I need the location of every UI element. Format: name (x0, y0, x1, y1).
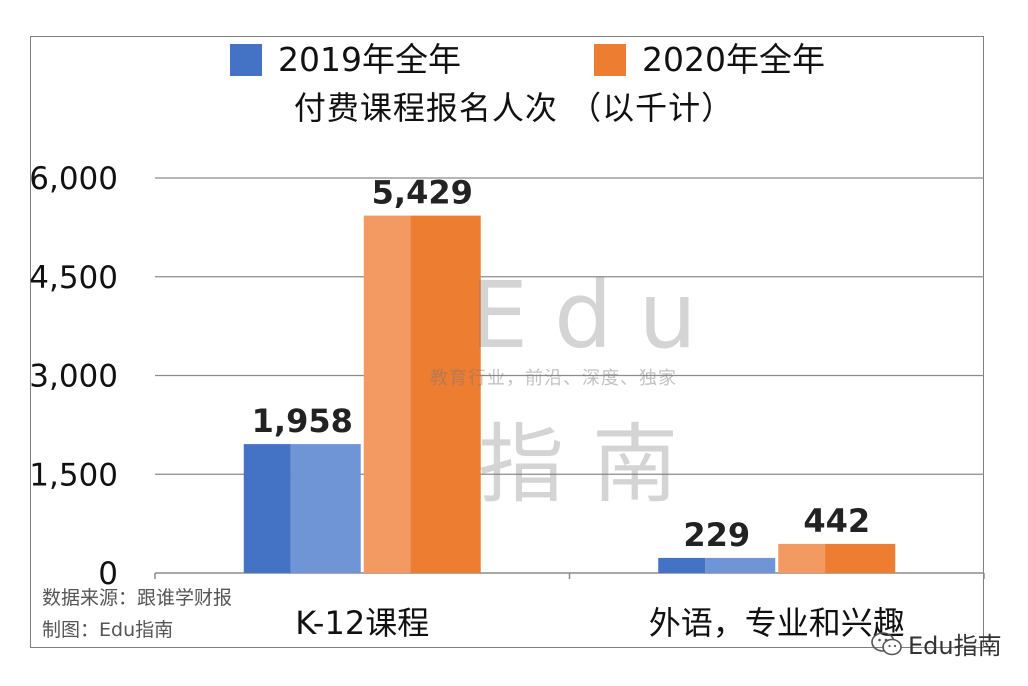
watermark-name: 指南 (478, 415, 706, 515)
bar-segment (363, 215, 411, 574)
bar-segment (778, 543, 826, 573)
source-credit: 数据来源：跟谁学财报 (42, 587, 233, 609)
bar-segment (290, 444, 361, 573)
chart-frame (30, 36, 984, 648)
watermark-tagline: 教育行业，前沿、深度、独家 (430, 368, 677, 389)
legend-swatch-2020 (594, 44, 626, 76)
y-tick-label: 0 (98, 556, 118, 592)
data-label: 1,958 (252, 402, 353, 440)
bar-segment (243, 444, 291, 573)
watermark-brand: Edu (470, 262, 723, 369)
wechat-icon (871, 631, 902, 655)
legend: 2019年全年 2020年全年 (0, 40, 1028, 80)
legend-label-2020: 2020年全年 (642, 40, 825, 79)
bar (363, 215, 481, 574)
y-tick-label: 3,000 (29, 359, 118, 395)
bar-segment (410, 215, 481, 574)
bar-segment (825, 543, 896, 573)
y-tick-label: 1,500 (29, 457, 118, 493)
brand-badge: Edu指南 (870, 626, 1002, 661)
data-label: 229 (683, 516, 750, 554)
bar (778, 543, 896, 573)
data-label: 442 (803, 502, 870, 540)
data-label: 5,429 (372, 174, 473, 212)
bar-segment (705, 557, 776, 573)
bar (243, 444, 361, 573)
legend-label-2019: 2019年全年 (278, 40, 461, 79)
x-category-label: 外语，专业和兴趣 (649, 604, 905, 642)
brand-text: Edu指南 (908, 632, 1002, 660)
legend-item-2019: 2019年全年 (230, 40, 461, 80)
y-tick-label: 6,000 (29, 161, 118, 197)
legend-swatch-2019 (230, 44, 262, 76)
legend-item-2020: 2020年全年 (594, 40, 825, 80)
maker-credit: 制图：Edu指南 (42, 619, 174, 641)
x-category-label: K-12课程 (295, 604, 429, 642)
chart-title: 付费课程报名人次 （以千计） (293, 89, 735, 127)
y-tick-label: 4,500 (29, 260, 118, 296)
bar-segment (658, 557, 706, 573)
bar (658, 557, 776, 573)
